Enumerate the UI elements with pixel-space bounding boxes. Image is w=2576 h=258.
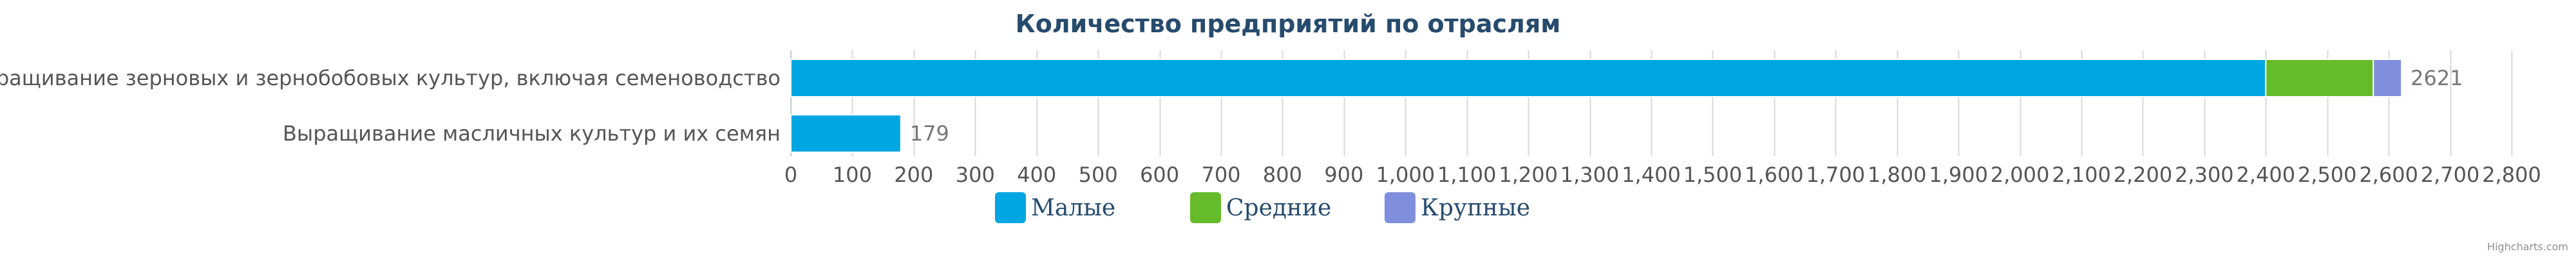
x-tick-label: 200 [894,163,933,187]
legend: Малые Средние Крупные [995,192,1530,223]
x-tick-label: 700 [1201,163,1240,187]
legend-label: Крупные [1421,195,1530,221]
x-tick-label: 2,800 [2482,163,2541,187]
data-labels: 2621 179 [910,66,2463,146]
x-tick-label: 300 [956,163,995,187]
bar[interactable] [2265,59,2374,97]
x-tick-label: 1,500 [1683,163,1743,187]
data-label: 2621 [2410,66,2463,90]
x-tick-label: 600 [1140,163,1179,187]
legend-swatch [1190,192,1221,223]
chart-title: Количество предприятий по отраслям [1016,10,1561,38]
x-tick-label: 900 [1324,163,1363,187]
x-tick-label: 1,900 [1929,163,1988,187]
legend-item[interactable]: Средние [1190,192,1331,223]
x-tick-label: 1,300 [1560,163,1620,187]
x-tick-label: 100 [833,163,872,187]
bar[interactable] [790,114,902,153]
legend-label: Средние [1226,195,1331,221]
x-tick-label: 2,300 [2175,163,2234,187]
bar[interactable] [790,59,2267,97]
x-tick-label: 2,600 [2359,163,2418,187]
category-label: Выращивание зерновых и зернобобовых куль… [0,66,781,90]
category-label: Выращивание масличных культур и их семян [283,121,781,146]
x-tick-label: 1,200 [1499,163,1558,187]
category-labels: Выращивание зерновых и зернобобовых куль… [0,66,781,146]
x-tick-label: 500 [1079,163,1118,187]
x-tick-label: 2,200 [2114,163,2173,187]
x-tick-label: 1,800 [1868,163,1927,187]
legend-item[interactable]: Крупные [1385,192,1530,223]
x-tick-label: 2,500 [2298,163,2357,187]
data-label: 179 [910,121,949,146]
legend-swatch [995,192,1026,223]
bar[interactable] [2372,59,2403,97]
x-tick-label: 400 [1017,163,1056,187]
bars [790,59,2403,153]
legend-swatch [1385,192,1416,223]
x-tick-label: 2,000 [1991,163,2050,187]
x-tick-label: 1,600 [1745,163,1804,187]
x-tick-label: 1,400 [1622,163,1681,187]
x-tick-label: 2,400 [2236,163,2295,187]
x-tick-label: 1,000 [1376,163,1435,187]
x-tick-label: 0 [784,163,797,187]
x-axis-tick-labels: 0 100 200 300 400 500 600 700 800 900 1,000 1,100 1,… [784,163,2541,187]
x-tick-label: 2,700 [2421,163,2480,187]
credits-link[interactable]: Highcharts.com [2487,241,2568,253]
x-tick-label: 1,700 [1806,163,1865,187]
legend-label: Малые [1031,195,1115,221]
x-tick-label: 2,100 [2052,163,2111,187]
x-tick-label: 1,100 [1437,163,1497,187]
x-tick-label: 800 [1263,163,1302,187]
legend-item[interactable]: Малые [995,192,1115,223]
